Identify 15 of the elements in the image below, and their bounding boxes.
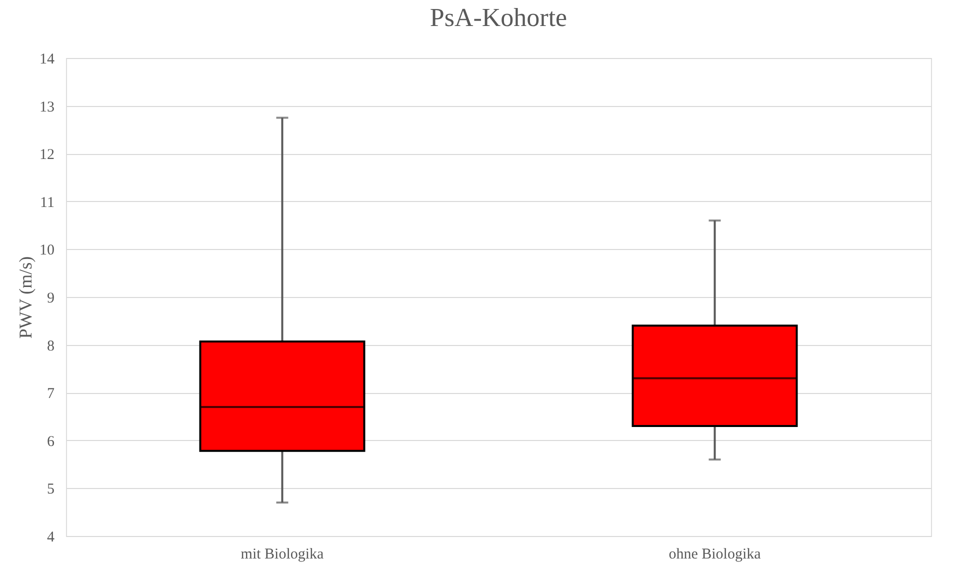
- y-axis-title: PWV (m/s): [16, 256, 36, 339]
- y-tick-label: 7: [47, 386, 55, 402]
- y-tick-label: 9: [47, 290, 54, 306]
- x-tick-label: ohne Biologika: [668, 546, 762, 562]
- y-tick-label: 13: [40, 99, 54, 116]
- y-tick-label: 14: [40, 52, 55, 68]
- x-tick-label: mit Biologika: [240, 546, 324, 562]
- y-tick-label: 4: [47, 530, 55, 546]
- y-tick-label: 5: [47, 482, 54, 498]
- y-tick-label: 8: [47, 338, 54, 354]
- chart-title: PsA-Kohorte: [430, 3, 568, 32]
- y-tick-label: 6: [47, 434, 55, 450]
- y-tick-label: 11: [40, 194, 54, 211]
- y-tick-label: 12: [40, 147, 54, 164]
- y-tick-label: 10: [40, 242, 54, 259]
